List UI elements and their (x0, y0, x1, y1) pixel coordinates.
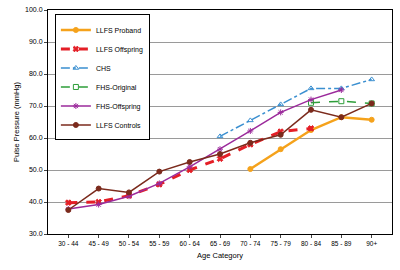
svg-text:50 - 54: 50 - 54 (119, 240, 140, 247)
svg-text:Pulse Pressure (mmHg): Pulse Pressure (mmHg) (12, 81, 21, 162)
svg-text:FHS-Original: FHS-Original (96, 84, 137, 92)
svg-text:85 - 89: 85 - 89 (331, 240, 352, 247)
svg-text:30.0: 30.0 (29, 230, 43, 237)
svg-text:30 - 44: 30 - 44 (58, 240, 79, 247)
svg-text:60.0: 60.0 (29, 134, 43, 141)
svg-text:80 - 84: 80 - 84 (301, 240, 322, 247)
svg-text:LLFS Offspring: LLFS Offspring (96, 46, 143, 54)
svg-text:75 - 79: 75 - 79 (271, 240, 292, 247)
svg-text:45 - 49: 45 - 49 (89, 240, 110, 247)
svg-text:90+: 90+ (366, 240, 377, 247)
svg-text:55 - 59: 55 - 59 (149, 240, 170, 247)
svg-text:100.0: 100.0 (25, 6, 43, 13)
svg-text:80.0: 80.0 (29, 70, 43, 77)
svg-text:60 - 64: 60 - 64 (180, 240, 201, 247)
svg-text:LLFS Proband: LLFS Proband (96, 27, 141, 34)
svg-text:40.0: 40.0 (29, 198, 43, 205)
svg-text:LLFS Controls: LLFS Controls (96, 122, 141, 129)
svg-text:65 - 69: 65 - 69 (210, 240, 231, 247)
svg-text:Age Category: Age Category (197, 251, 243, 260)
svg-text:FHS-Offspring: FHS-Offspring (96, 103, 141, 111)
svg-text:90.0: 90.0 (29, 38, 43, 45)
svg-text:CHS: CHS (96, 65, 111, 72)
svg-text:70 - 74: 70 - 74 (240, 240, 261, 247)
svg-text:50.0: 50.0 (29, 166, 43, 173)
svg-text:70.0: 70.0 (29, 102, 43, 109)
